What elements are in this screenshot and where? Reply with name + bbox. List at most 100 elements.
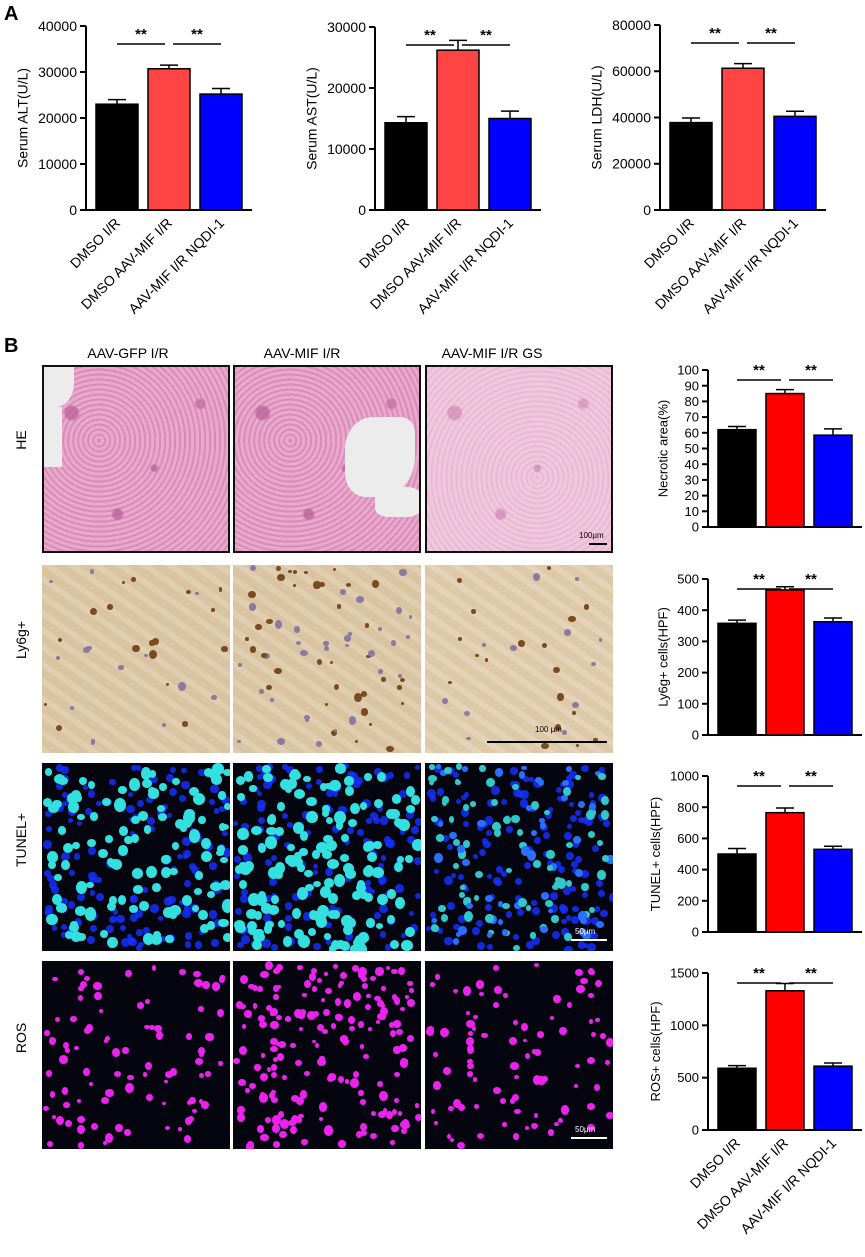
bar-chart-5: 0 100 200 300 400 500 Ly6g+ cells(HPF) ** ** [655,571,862,743]
y-tick-label: 40000 [612,109,651,125]
x-tick-label: AAV-MIF I/R NQDI-1 [414,215,516,317]
bar [95,103,139,211]
x-tick-label: AAV-MIF I/R NQDI-1 [737,1135,839,1237]
scale-bar-he [589,543,607,545]
y-tick-label: 40000 [38,18,77,34]
bar [717,853,757,933]
y-tick-label: 10000 [327,141,366,157]
ly6g-micrograph-gs: 100 μm [425,565,613,753]
y-tick-label: 30 [685,472,699,487]
y-tick-label: 300 [677,634,699,649]
y-tick-label: 0 [692,520,699,535]
y-tick-label: 1000 [670,769,699,784]
y-axis-label: Ly6g+ cells(HPF) [655,607,670,707]
panel-label-a: A [4,3,18,25]
bar-chart-3: 0 20000 40000 60000 80000 Serum LDH(U/L) DMSO … [588,17,826,317]
y-tick-label: 30000 [327,19,366,35]
he-micrograph-mif [233,365,421,553]
bar [384,122,428,211]
significance-mark: ** [191,26,203,43]
column-title-3: AAV-MIF I/R GS [442,345,543,361]
y-tick-label: 500 [677,1070,699,1085]
x-tick-label: DMSO AAV-MIF I/R [694,1135,791,1232]
tunel-micrograph-gfp [42,763,230,951]
y-tick-label: 60 [685,425,699,440]
panel-label-b: B [4,335,18,357]
y-tick-label: 800 [677,800,699,815]
row-label-ly6g: Ly6g+ [13,621,29,659]
significance-mark: ** [805,362,817,379]
y-tick-label: 600 [677,831,699,846]
significance-mark: ** [753,362,765,379]
scale-label-he: 100μm [579,531,604,540]
y-tick-label: 80 [685,394,699,409]
y-tick-label: 400 [677,862,699,877]
bar [721,67,765,211]
significance-mark: ** [135,26,147,43]
tunel-micrograph-mif [233,763,421,951]
y-tick-label: 0 [692,1123,699,1138]
y-tick-label: 1500 [670,966,699,981]
scale-label-ros: 50μm [575,1125,596,1134]
y-tick-label: 60000 [612,63,651,79]
ros-micrograph-gs: 50μm [425,961,613,1149]
bar [669,121,713,211]
row-label-he: HE [13,430,29,449]
y-tick-label: 20000 [327,80,366,96]
bar [765,392,805,528]
y-tick-label: 400 [677,603,699,618]
x-tick-label: DMSO AAV-MIF I/R [78,215,175,312]
bar [199,93,243,211]
bar [813,434,853,528]
significance-mark: ** [805,768,817,785]
significance-mark: ** [765,25,777,42]
y-tick-label: 70 [685,410,699,425]
bar [813,620,853,736]
tunel-micrograph-gs: 50μm [425,763,613,951]
y-tick-label: 20000 [38,110,77,126]
bar [436,49,480,211]
bar [765,811,805,933]
scale-bar-ly6g [487,741,607,743]
significance-mark: ** [709,25,721,42]
row-label-tunel: TUNEL+ [13,813,29,867]
significance-mark: ** [480,27,492,44]
ly6g-micrograph-mif [233,565,421,753]
scale-label-ly6g: 100 μm [535,725,562,734]
y-tick-label: 10000 [38,156,77,172]
bar [147,68,191,211]
row-label-ros: ROS [13,1023,29,1053]
y-tick-label: 500 [677,572,699,587]
y-tick-label: 100 [677,363,699,378]
he-micrograph-gfp [42,365,230,553]
y-tick-label: 30000 [38,64,77,80]
y-axis-label: Serum ALT(U/L) [14,68,30,168]
bar [717,622,757,736]
significance-mark: ** [753,768,765,785]
bar [488,117,532,211]
y-axis-label: Serum AST(U/L) [303,67,319,170]
bar [773,115,817,211]
y-tick-label: 50 [685,441,699,456]
y-tick-label: 0 [692,925,699,940]
bar [765,589,805,736]
x-tick-label: DMSO AAV-MIF I/R [367,215,464,312]
bar [717,1067,757,1131]
y-axis-label: Necrotic area(%) [655,400,670,498]
y-tick-label: 0 [692,728,699,743]
y-tick-label: 0 [358,202,366,218]
y-axis-label: ROS+ cells(HPF) [648,1001,663,1101]
scale-bar-ros [571,1137,607,1139]
y-tick-label: 0 [69,202,77,218]
x-tick-label: AAV-MIF I/R NQDI-1 [699,215,801,317]
ros-micrograph-gfp [42,961,230,1149]
significance-mark: ** [424,27,436,44]
y-tick-label: 10 [685,504,699,519]
bar-chart-6: 0 200 400 600 800 1000 TUNEL+ cells(HPF) ** ** [648,768,862,940]
bar-chart-1: 0 10000 20000 30000 40000 Serum ALT(U/L) DMSO … [14,18,252,317]
significance-mark: ** [805,571,817,588]
y-tick-label: 200 [677,893,699,908]
